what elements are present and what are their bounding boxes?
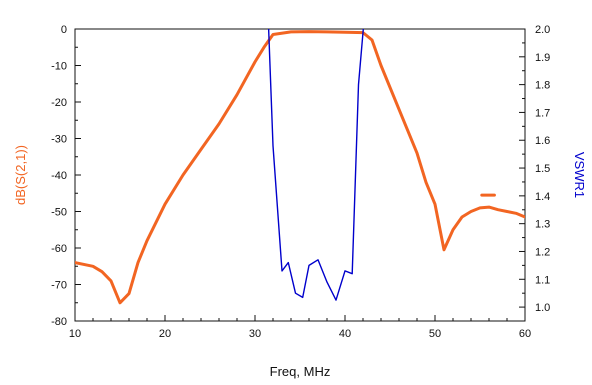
left-y-tick-label: -40: [51, 170, 67, 182]
left-y-tick-label: -10: [51, 61, 67, 73]
right-axis-title: VSWR1: [572, 152, 587, 198]
x-tick-label: 10: [69, 328, 81, 340]
right-y-tick-label: 1.4: [535, 191, 550, 203]
left-y-tick-label: -30: [51, 134, 67, 146]
left-y-tick-label: -60: [51, 243, 67, 255]
left-y-tick-label: -50: [51, 207, 67, 219]
right-y-tick-label: 1.0: [535, 302, 550, 314]
plot-area: [75, 29, 525, 305]
plot-frame: [74, 28, 526, 322]
left-y-tick-label: -20: [51, 97, 67, 109]
x-tick-label: 40: [339, 328, 351, 340]
x-tick-label: 60: [519, 328, 531, 340]
left-y-axis: 0 -10 -20 -30 -40 -50 -60 -70 -80: [51, 24, 81, 328]
right-y-tick-label: 1.3: [535, 219, 550, 231]
right-y-tick-label: 1.1: [535, 274, 550, 286]
x-tick-label: 30: [249, 328, 261, 340]
x-axis: 10 20 30 40 50 60: [69, 315, 531, 340]
right-y-axis: 2.0 1.9 1.8 1.7 1.6 1.5 1.4 1.3 1.2 1.1 1.0: [519, 24, 550, 322]
right-y-tick-label: 2.0: [535, 24, 550, 36]
right-y-tick-label: 1.6: [535, 135, 550, 147]
right-y-tick-label: 1.8: [535, 80, 550, 92]
series-line-0: [75, 30, 525, 305]
right-y-tick-label: 1.9: [535, 52, 550, 64]
left-axis-title: dB(S(2,1)): [13, 145, 28, 205]
left-y-tick-label: 0: [61, 24, 67, 36]
right-y-tick-label: 1.5: [535, 163, 550, 175]
left-y-tick-label: -80: [51, 316, 67, 328]
x-tick-label: 20: [159, 328, 171, 340]
right-y-tick-label: 1.2: [535, 246, 550, 258]
x-tick-label: 50: [429, 328, 441, 340]
series-line-2: [267, 29, 365, 301]
right-y-tick-label: 1.7: [535, 107, 550, 119]
left-y-tick-label: -70: [51, 280, 67, 292]
x-axis-title: Freq, MHz: [270, 364, 331, 379]
